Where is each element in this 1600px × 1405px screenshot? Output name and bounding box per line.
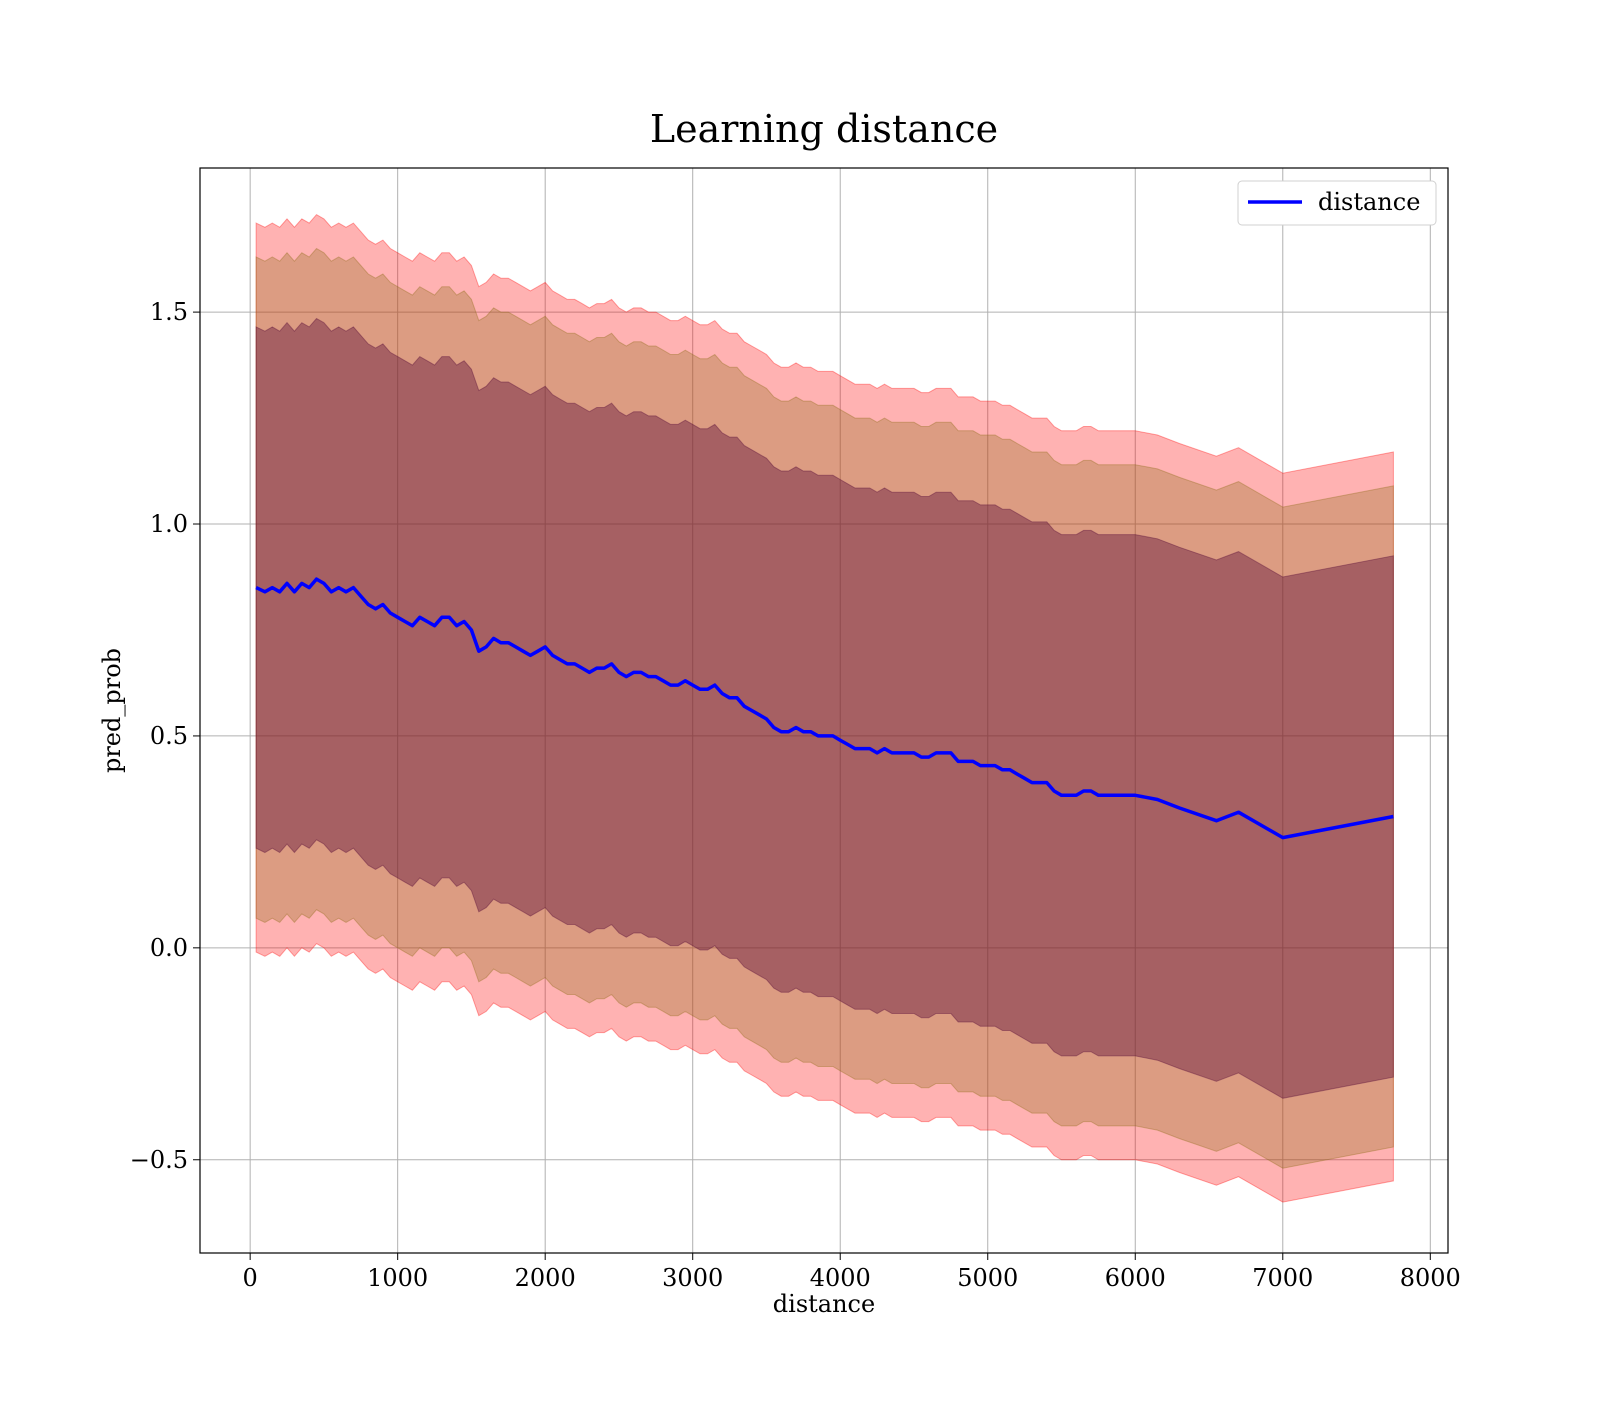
y-tick-label: −0.5	[130, 1146, 188, 1174]
x-tick-label: 8000	[1400, 1264, 1461, 1292]
legend-box	[1237, 180, 1437, 226]
y-tick-label: 1.5	[150, 298, 188, 326]
x-tick-label: 4000	[810, 1264, 871, 1292]
band-outer	[255, 213, 1394, 1203]
confidence-bands	[255, 213, 1394, 1203]
y-tick-label: 0.0	[150, 934, 188, 962]
y-axis-ticks: −0.5 0.0 0.5 1.0 1.5	[130, 298, 200, 1174]
x-tick-label: 7000	[1252, 1264, 1313, 1292]
y-axis-label: pred_prob	[98, 648, 126, 773]
x-axis-ticks: 0 1000 2000 3000 4000 5000 6000 7000 8000	[243, 1253, 1461, 1292]
plot-frame	[199, 167, 1449, 1254]
y-tick-label: 1.0	[150, 510, 188, 538]
legend-label-distance: distance	[1318, 188, 1420, 216]
grid	[200, 168, 1448, 1253]
x-tick-label: 5000	[957, 1264, 1018, 1292]
x-axis-label: distance	[773, 1290, 875, 1318]
chart-title: Learning distance	[650, 107, 998, 151]
legend: distance	[1237, 180, 1437, 226]
band-middle	[255, 247, 1394, 1169]
x-tick-label: 3000	[662, 1264, 723, 1292]
x-tick-label: 0	[243, 1264, 258, 1292]
x-tick-label: 1000	[367, 1264, 428, 1292]
x-tick-label: 2000	[515, 1264, 576, 1292]
series-line-distance	[255, 577, 1394, 840]
series-lines	[255, 577, 1394, 840]
x-tick-label: 6000	[1105, 1264, 1166, 1292]
y-tick-label: 0.5	[150, 722, 188, 750]
band-inner	[255, 317, 1394, 1099]
